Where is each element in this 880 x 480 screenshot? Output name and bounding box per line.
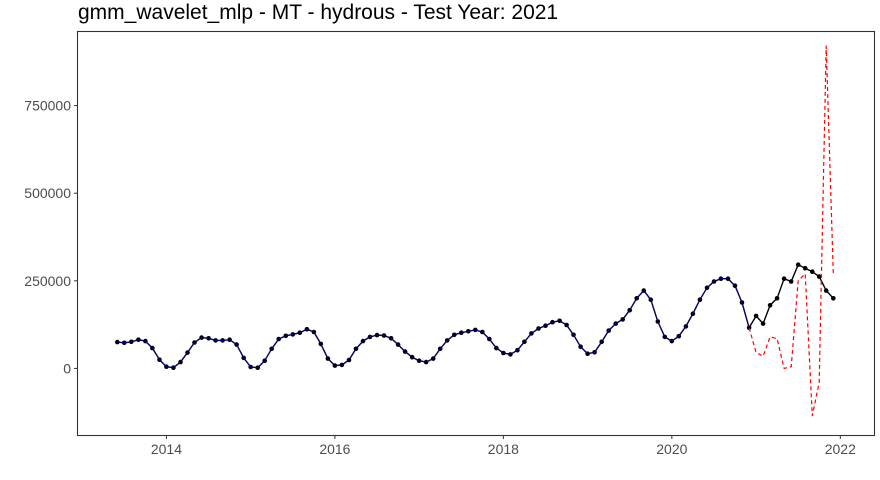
x-tick-label: 2022: [825, 441, 856, 457]
y-tick-label: 500000: [24, 185, 71, 201]
actual-data-point: [795, 262, 801, 268]
x-tick-label: 2014: [151, 441, 182, 457]
plot-panel: [76, 30, 876, 437]
actual-data-point: [788, 279, 794, 284]
forecast-series-line: [748, 45, 834, 417]
x-tick-label: 2018: [488, 441, 519, 457]
actual-data-point: [802, 265, 808, 271]
actual-data-point: [823, 288, 829, 293]
y-tick-label: 750000: [24, 98, 71, 114]
actual-data-point: [767, 303, 773, 308]
axes: 2014 2016 2018 2020 2022 0 250000 500000 750000: [24, 98, 856, 457]
y-tick-label: 0: [63, 360, 71, 376]
actual-data-point: [760, 321, 766, 326]
actual-data-point: [816, 274, 822, 279]
x-tick-label: 2016: [319, 441, 350, 457]
actual-data-point: [810, 269, 815, 275]
actual-data-point: [774, 296, 780, 301]
actual-data-point: [753, 313, 759, 319]
fitted-series-line: [117, 278, 750, 369]
x-tick-label: 2020: [656, 441, 687, 457]
y-tick-label: 250000: [24, 273, 71, 289]
chart-title: gmm_wavelet_mlp - MT - hydrous - Test Ye…: [78, 1, 559, 24]
actual-data-point: [781, 276, 787, 282]
chart-marks: [115, 45, 836, 417]
actual-data-point: [831, 296, 836, 301]
